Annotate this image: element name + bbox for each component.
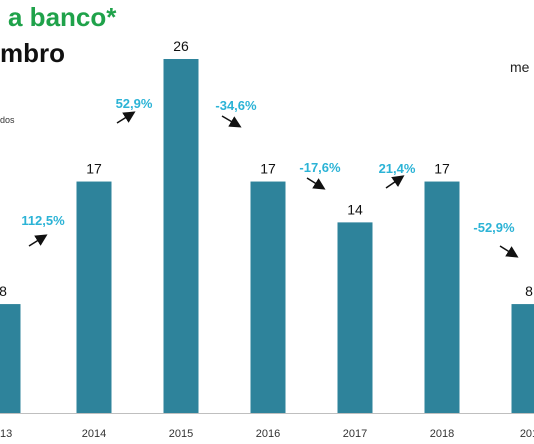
bar-2015 [164, 59, 199, 413]
value-label-2013: 8 [0, 283, 7, 299]
x-tick-label-2016: 2016 [256, 428, 280, 440]
value-label-2015: 26 [173, 38, 189, 54]
change-label-6: -52,9% [473, 220, 515, 235]
x-tick-label-2015: 2015 [169, 428, 193, 440]
change-arrow-down-3 [222, 116, 239, 126]
bar-2014 [77, 182, 112, 413]
change-arrow-up-2 [117, 113, 133, 123]
bar-2019 [512, 304, 534, 413]
change-label-4: -17,6% [299, 160, 341, 175]
x-tick-label-2013: 013 [0, 428, 12, 440]
change-label-3: -34,6% [215, 98, 257, 113]
x-tick-label-2018: 2018 [430, 428, 454, 440]
bar-2013 [0, 304, 21, 413]
value-label-2017: 14 [347, 201, 363, 217]
change-label-1: 112,5% [21, 213, 65, 228]
value-label-2014: 17 [86, 161, 102, 177]
x-tick-label-2014: 2014 [82, 428, 106, 440]
bar-2017 [338, 222, 373, 413]
value-label-2018: 17 [434, 161, 450, 177]
change-label-2: 52,9% [116, 96, 153, 111]
value-label-2016: 17 [260, 161, 276, 177]
change-arrow-up-1 [29, 236, 45, 246]
change-arrow-down-6 [500, 246, 516, 256]
change-arrow-up-5 [386, 177, 402, 188]
change-arrow-down-4 [307, 178, 323, 188]
bar-2018 [425, 182, 460, 413]
bar-2016 [251, 182, 286, 413]
x-tick-label-2019: 201 [520, 428, 534, 440]
value-label-2019: 8 [525, 283, 533, 299]
x-tick-label-2017: 2017 [343, 428, 367, 440]
change-label-5: 21,4% [379, 161, 416, 176]
